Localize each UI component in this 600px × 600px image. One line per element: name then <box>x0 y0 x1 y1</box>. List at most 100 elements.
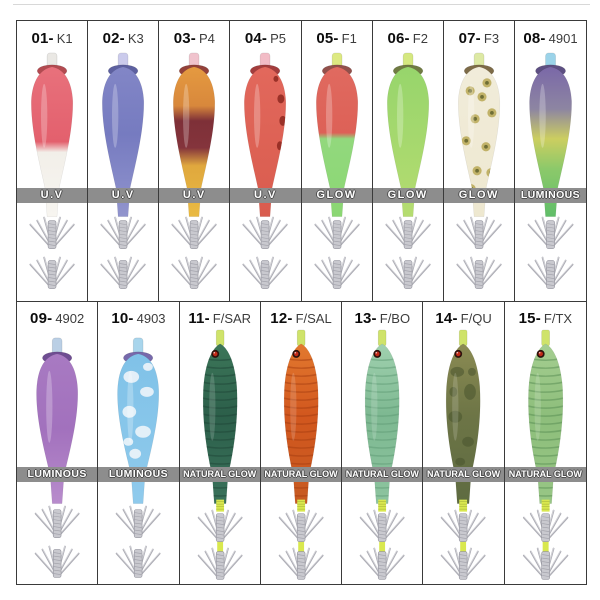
lure-finish-label: NATURAL GLOW <box>508 468 582 479</box>
lure-number: 10 <box>111 310 129 327</box>
lure-svg <box>242 52 289 289</box>
lure-svg <box>116 337 161 578</box>
lure-number: 05 <box>316 29 334 47</box>
lure-label-separator: - <box>333 29 339 47</box>
lure-svg <box>385 52 431 289</box>
lure-finish-banner: U.V <box>88 188 159 203</box>
lure-code: K3 <box>127 30 144 46</box>
lure-illustration <box>302 21 372 301</box>
lure-finish-label: NATURAL GLOW <box>264 468 338 479</box>
lure-number: 06 <box>387 29 405 47</box>
lure-illustration <box>88 21 158 301</box>
lure-finish-label: U.V <box>40 189 64 201</box>
lure-cell-06: 06- F2 GLOW <box>372 21 444 301</box>
lure-svg <box>313 52 360 289</box>
lure-label-separator: - <box>119 29 125 47</box>
lure-grid-row-1: 01- K1 U.V 02- K3 U.V 03- P4 U.V 04- P5 U.V <box>17 21 586 302</box>
lure-finish-label: LUMINOUS <box>27 467 87 480</box>
lure-finish-banner: NATURAL GLOW <box>504 466 586 482</box>
lure-code: 4901 <box>548 30 578 46</box>
lure-illustration <box>373 21 443 301</box>
lure-code: 4903 <box>136 311 166 326</box>
lure-label-separator: - <box>261 29 268 47</box>
lure-label-separator: - <box>190 29 196 47</box>
lure-number: 14 <box>435 310 453 327</box>
lure-illustration <box>17 302 97 585</box>
lure-grid-row-2: 09-4902 LUMINOUS 10-4903 LUMINOUS 11- F/S… <box>17 301 586 585</box>
lure-cell-09: 09-4902 LUMINOUS <box>17 301 99 585</box>
lure-finish-label: GLOW <box>458 189 499 201</box>
lure-cell-08: 08-4901 LUMINOUS <box>514 21 586 301</box>
lure-cell-03: 03- P4 U.V <box>159 21 231 301</box>
lure-label-separator: - <box>204 310 210 327</box>
lure-finish-label: U.V <box>182 189 206 201</box>
lure-label-separator: - <box>48 29 54 47</box>
lure-illustration <box>17 21 87 301</box>
lure-cell-11: 11- F/SAR NATURAL GLOW <box>179 301 261 585</box>
lure-label-separator: - <box>475 29 481 47</box>
lure-illustration <box>261 302 341 585</box>
lure-finish-banner: NATURAL GLOW <box>260 466 342 482</box>
lure-cell-13: 13- F/BO NATURAL GLOW <box>342 301 424 585</box>
lure-code: K1 <box>56 30 73 46</box>
lure-finish-label: LUMINOUS <box>108 467 169 480</box>
lure-finish-label: LUMINOUS <box>520 189 581 202</box>
lure-illustration <box>180 302 260 585</box>
lure-label-separator: - <box>371 310 377 327</box>
lure-finish-banner: GLOW <box>443 188 514 203</box>
lure-code: F1 <box>341 30 357 46</box>
lure-number: 03 <box>173 29 191 47</box>
lure-label-separator: - <box>47 310 53 327</box>
lure-label: 12- F/SAL <box>261 302 341 331</box>
lure-cell-05: 05- F1 GLOW <box>301 21 373 301</box>
lure-illustration <box>342 302 422 585</box>
lure-label: 09-4902 <box>17 302 97 331</box>
lure-number: 01 <box>31 29 49 47</box>
lure-svg <box>29 52 75 289</box>
lure-finish-banner: NATURAL GLOW <box>342 466 423 482</box>
lure-illustration <box>98 302 178 585</box>
lure-finish-banner: LUMINOUS <box>514 188 586 203</box>
lure-cell-02: 02- K3 U.V <box>88 21 160 301</box>
lure-cell-12: 12- F/SAL NATURAL GLOW <box>260 301 343 585</box>
lure-svg <box>522 329 569 580</box>
lure-code: F3 <box>483 30 500 46</box>
lure-cell-01: 01- K1 U.V <box>17 21 89 301</box>
lure-code: P5 <box>270 30 287 46</box>
lure-svg <box>456 52 502 289</box>
lure-finish-banner: U.V <box>17 188 88 203</box>
lure-number: 07 <box>458 29 476 47</box>
lure-label: 14- F/QU <box>423 302 503 331</box>
lure-finish-label: GLOW <box>387 189 428 201</box>
lure-grid: 01- K1 U.V 02- K3 U.V 03- P4 U.V 04- P5 U.V <box>16 20 587 585</box>
lure-label: 01- K1 <box>17 21 87 50</box>
lure-svg <box>34 337 80 578</box>
lure-label: 11- F/SAR <box>180 302 260 331</box>
lure-label: 04- P5 <box>230 21 300 50</box>
lure-finish-banner: GLOW <box>372 188 443 203</box>
lure-svg <box>100 52 146 289</box>
lure-number: 11 <box>188 310 205 327</box>
lure-svg <box>197 329 243 580</box>
lure-label: 08-4901 <box>515 21 586 50</box>
lure-number: 15 <box>518 310 536 327</box>
lure-svg <box>278 329 324 580</box>
lure-label: 15- F/TX <box>505 302 586 331</box>
lure-finish-banner: LUMINOUS <box>98 466 179 482</box>
lure-svg <box>171 52 217 289</box>
lure-finish-banner: U.V <box>230 188 301 203</box>
lure-finish-label: NATURAL GLOW <box>183 468 257 479</box>
lure-illustration <box>505 302 586 585</box>
lure-label-separator: - <box>452 310 458 327</box>
lure-finish-banner: GLOW <box>301 188 372 203</box>
lure-label: 06- F2 <box>373 21 443 50</box>
lure-cell-14: 14- F/QU NATURAL GLOW <box>423 301 505 584</box>
lure-label: 05- F1 <box>302 21 372 50</box>
lure-cell-15: 15- F/TX NATURAL GLOW <box>504 301 586 585</box>
lure-number: 04 <box>244 29 262 47</box>
lure-code: F/SAL <box>295 311 332 326</box>
lure-code: F/QU <box>460 311 492 326</box>
lure-label: 10-4903 <box>98 302 178 331</box>
lure-number: 09 <box>30 310 48 327</box>
